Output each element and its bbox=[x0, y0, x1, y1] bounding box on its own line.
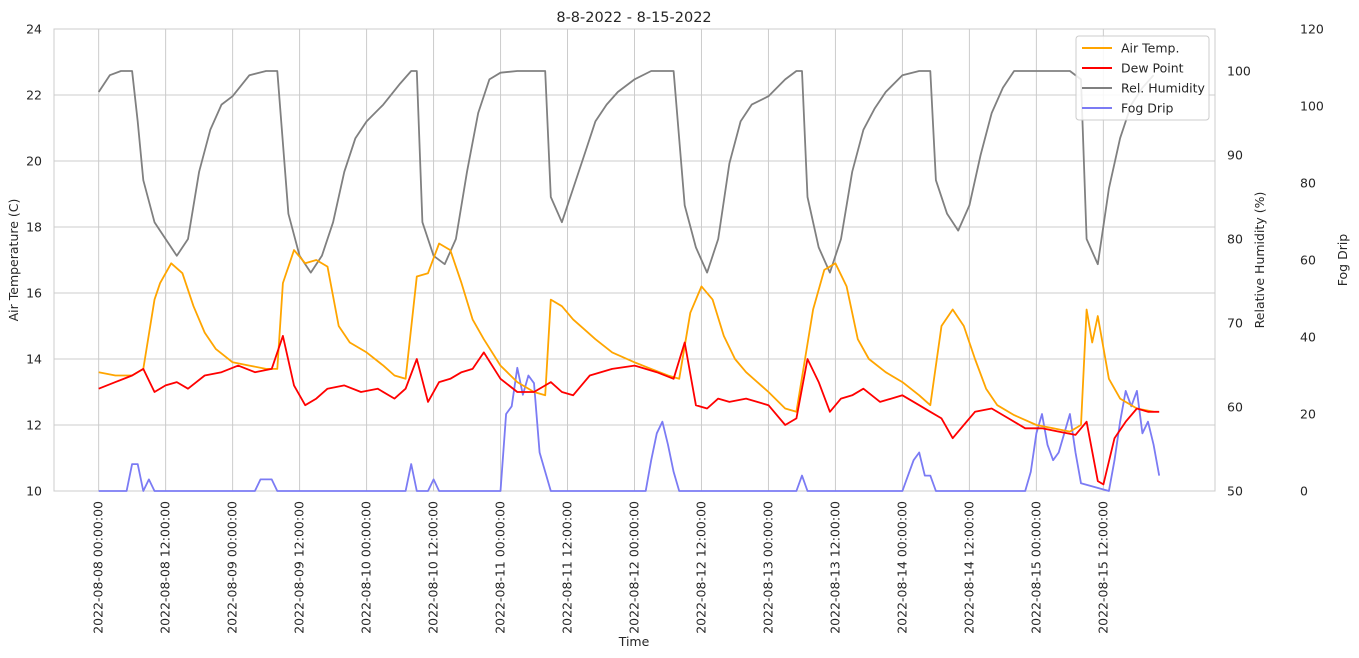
left-tick-label: 14 bbox=[26, 352, 42, 367]
legend: Air Temp. Dew Point Rel. Humidity Fog Drip bbox=[1075, 35, 1210, 121]
x-tick-label: 2022-08-12 12:00:00 bbox=[693, 501, 708, 634]
left-tick-label: 20 bbox=[26, 154, 42, 169]
left-tick-label: 10 bbox=[26, 484, 42, 499]
chart-title: 8-8-2022 - 8-15-2022 bbox=[556, 10, 711, 26]
x-axis-title: Time bbox=[618, 634, 650, 649]
left-tick-label: 16 bbox=[26, 286, 42, 301]
humidity-tick-label: 100 bbox=[1227, 64, 1251, 79]
x-tick-label: 2022-08-08 12:00:00 bbox=[158, 501, 173, 634]
left-tick-label: 22 bbox=[26, 88, 42, 103]
left-tick-label: 12 bbox=[26, 418, 42, 433]
right-axis-title: Relative Humidity (%) bbox=[1252, 192, 1267, 329]
legend-box bbox=[1075, 35, 1210, 121]
x-tick-label: 2022-08-13 00:00:00 bbox=[760, 501, 775, 634]
x-tick-label: 2022-08-10 00:00:00 bbox=[359, 501, 374, 634]
fog-drip-tick-label: 60 bbox=[1300, 253, 1316, 268]
series-layer bbox=[97, 70, 1161, 492]
x-tick-label: 2022-08-08 00:00:00 bbox=[91, 501, 106, 634]
legend-label: Dew Point bbox=[1121, 61, 1184, 76]
legend-label: Fog Drip bbox=[1121, 101, 1174, 116]
humidity-tick-label: 50 bbox=[1227, 484, 1243, 499]
series-line-dew-point bbox=[98, 335, 1160, 486]
humidity-tick-label: 70 bbox=[1227, 316, 1243, 331]
axis-layer: 10 12 14 16 18 20 22 24 50 60 70 80 90 100 0 20 40 60 80 10… bbox=[26, 22, 1324, 634]
fog-drip-tick-label: 100 bbox=[1300, 99, 1324, 114]
fog-drip-tick-label: 80 bbox=[1300, 176, 1316, 191]
fog-drip-axis-title: Fog Drip bbox=[1335, 234, 1350, 287]
fog-drip-tick-label: 20 bbox=[1300, 407, 1316, 422]
legend-label: Rel. Humidity bbox=[1121, 81, 1206, 96]
humidity-tick-label: 60 bbox=[1227, 400, 1243, 415]
left-axis-title: Air Temperature (C) bbox=[6, 199, 21, 322]
x-tick-label: 2022-08-09 12:00:00 bbox=[292, 501, 307, 634]
humidity-tick-label: 80 bbox=[1227, 232, 1243, 247]
x-tick-label: 2022-08-11 00:00:00 bbox=[493, 501, 508, 634]
series-line-fog-drip bbox=[98, 366, 1161, 492]
x-tick-label: 2022-08-14 12:00:00 bbox=[961, 501, 976, 634]
x-tick-label: 2022-08-09 00:00:00 bbox=[225, 501, 240, 634]
left-tick-label: 24 bbox=[26, 22, 42, 37]
x-tick-label: 2022-08-14 00:00:00 bbox=[894, 501, 909, 634]
x-tick-label: 2022-08-13 12:00:00 bbox=[827, 501, 842, 634]
left-tick-label: 18 bbox=[26, 220, 42, 235]
x-tick-label: 2022-08-11 12:00:00 bbox=[560, 501, 575, 634]
fog-drip-tick-label: 0 bbox=[1300, 484, 1308, 499]
fog-drip-tick-label: 40 bbox=[1300, 330, 1316, 345]
x-tick-label: 2022-08-12 00:00:00 bbox=[627, 501, 642, 634]
x-tick-label: 2022-08-15 00:00:00 bbox=[1028, 501, 1043, 634]
fog-drip-tick-label: 120 bbox=[1300, 22, 1324, 37]
x-tick-label: 2022-08-10 12:00:00 bbox=[426, 501, 441, 634]
legend-label: Air Temp. bbox=[1121, 41, 1179, 56]
x-tick-label: 2022-08-15 12:00:00 bbox=[1095, 501, 1110, 634]
humidity-tick-label: 90 bbox=[1227, 148, 1243, 163]
grid-layer bbox=[54, 28, 1215, 492]
series-line-air-temp bbox=[98, 242, 1154, 433]
series-line-rel-humidity bbox=[97, 70, 1155, 274]
